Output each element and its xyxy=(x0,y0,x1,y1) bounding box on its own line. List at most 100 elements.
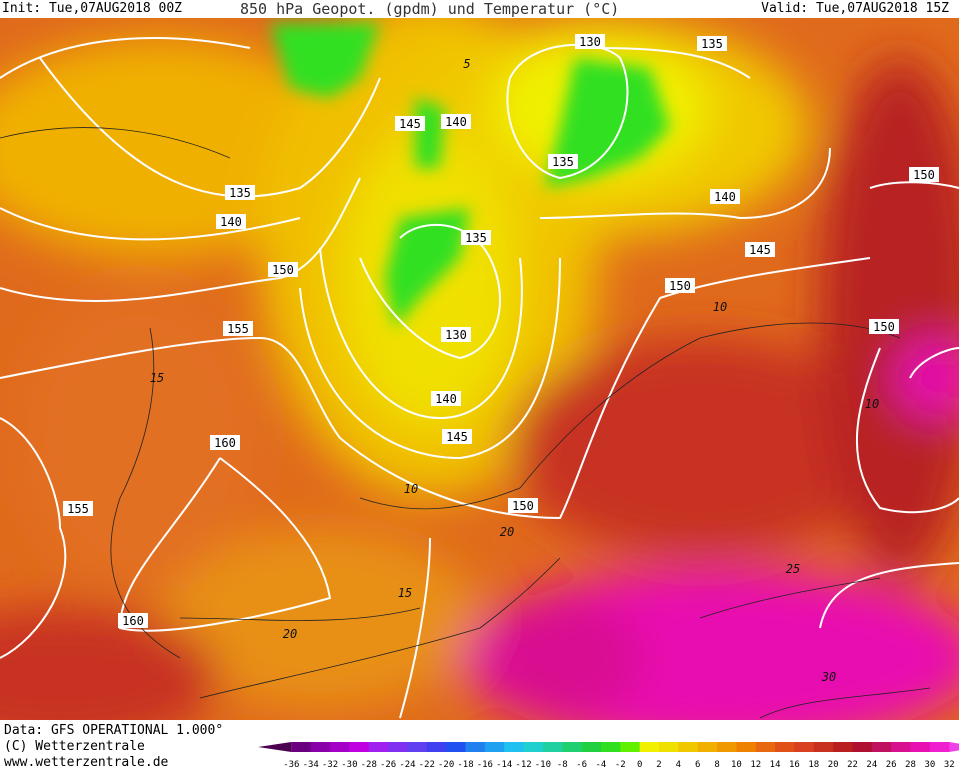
contour-label-box xyxy=(461,230,491,245)
temperature-label: 20 xyxy=(500,525,514,539)
website: www.wetterzentrale.de xyxy=(4,755,169,770)
colorbar-label: -4 xyxy=(596,760,607,770)
colorbar-label: -12 xyxy=(515,760,531,770)
colorbar-label: 24 xyxy=(866,760,877,770)
colorbar-label: -36 xyxy=(283,760,299,770)
colorbar-segment xyxy=(717,742,737,752)
colorbar-label: 26 xyxy=(886,760,897,770)
colorbar-segment xyxy=(813,742,834,752)
colorbar-label: -2 xyxy=(615,760,626,770)
colorbar-segment xyxy=(736,742,757,752)
geopotential-label: 150 xyxy=(873,320,895,334)
colorbar-label: 30 xyxy=(924,760,935,770)
colorbar-segment xyxy=(639,742,660,752)
temperature-label: 25 xyxy=(786,562,800,576)
temperature-label: 15 xyxy=(150,371,164,385)
temperature-label: 20 xyxy=(283,627,297,641)
colorbar-label: 32 xyxy=(944,760,955,770)
colorbar-segment xyxy=(291,742,312,752)
contour-label-box xyxy=(118,613,148,628)
contour-label-box xyxy=(225,185,255,200)
geopotential-label: 150 xyxy=(913,168,935,182)
colorbar-segment xyxy=(310,742,331,752)
colorbar-label: -6 xyxy=(576,760,587,770)
geopotential-label: 160 xyxy=(214,436,236,450)
colorbar-segment xyxy=(678,742,699,752)
contour-label-box xyxy=(745,242,775,257)
init-time: Init: Tue,07AUG2018 00Z xyxy=(2,1,183,16)
colorbar-label: -10 xyxy=(535,760,551,770)
geopotential-label: 135 xyxy=(465,231,487,245)
colorbar-label: -20 xyxy=(438,760,454,770)
colorbar-label: 16 xyxy=(789,760,800,770)
valid-time: Valid: Tue,07AUG2018 15Z xyxy=(761,1,949,16)
contour-label-box xyxy=(710,189,740,204)
contour-label-box xyxy=(442,429,472,444)
colorbar-segment xyxy=(871,742,892,752)
colorbar-segment xyxy=(929,742,950,752)
temperature-label: 30 xyxy=(821,670,836,684)
temperature-label: 10 xyxy=(713,300,727,314)
colorbar-label: 28 xyxy=(905,760,916,770)
contour-label-box xyxy=(575,34,605,49)
contour-label-box xyxy=(431,391,461,406)
map: 130 135 145 140 135 140 135 140 135 150 145 150 150 1… xyxy=(0,18,959,720)
colorbar-segment xyxy=(562,742,583,752)
geopotential-label: 160 xyxy=(122,614,144,628)
colorbar-label: -14 xyxy=(496,760,512,770)
temperature-label: 10 xyxy=(404,482,418,496)
copyright: (C) Wetterzentrale xyxy=(4,739,145,754)
colorbar-label: 14 xyxy=(770,760,781,770)
colorbar-segment xyxy=(794,742,815,752)
contour-label-box xyxy=(548,154,578,169)
colorbar-segment xyxy=(388,742,408,752)
geopotential-label: 130 xyxy=(445,328,467,342)
geopotential-label: 145 xyxy=(749,243,771,257)
geopotential-label: 150 xyxy=(669,279,691,293)
geopotential-label: 140 xyxy=(435,392,457,406)
colorbar-segment xyxy=(407,742,428,752)
geopotential-label: 150 xyxy=(272,263,294,277)
colorbar-label: -18 xyxy=(457,760,473,770)
colorbar-label: 4 xyxy=(676,760,681,770)
temperature-label: 15 xyxy=(398,586,412,600)
colorbar-label: 22 xyxy=(847,760,858,770)
colorbar-label: 8 xyxy=(714,760,719,770)
colorbar-label: -30 xyxy=(341,760,357,770)
colorbar-segment xyxy=(523,742,544,752)
colorbar-label: -24 xyxy=(399,760,415,770)
colorbar-segment xyxy=(368,742,389,752)
contour-label-box xyxy=(216,214,246,229)
colorbar-segment xyxy=(852,742,873,752)
colorbar-segment xyxy=(620,742,641,752)
colorbar-label: 10 xyxy=(731,760,742,770)
contour-label-box xyxy=(697,36,727,51)
colorbar-label: -8 xyxy=(557,760,568,770)
geopotential-label: 140 xyxy=(445,115,467,129)
geopotential-label: 155 xyxy=(227,322,249,336)
geopotential-label: 135 xyxy=(229,186,251,200)
temperature-label: 10 xyxy=(865,397,879,411)
geopotential-label: 135 xyxy=(552,155,574,169)
contour-label-box xyxy=(395,116,425,131)
colorbar-segment xyxy=(446,742,466,752)
colorbar-label: 0 xyxy=(637,760,642,770)
colorbar-segment xyxy=(910,742,931,752)
data-source: Data: GFS OPERATIONAL 1.000° xyxy=(4,723,224,738)
geopotential-label: 155 xyxy=(67,502,89,516)
colorbar-label: -28 xyxy=(361,760,377,770)
contour-label-box xyxy=(869,319,899,334)
colorbar-label: -34 xyxy=(303,760,319,770)
colorbar-segment xyxy=(465,742,486,752)
colorbar-segment xyxy=(349,742,370,752)
geopotential-label: 135 xyxy=(701,37,723,51)
colorbar-segment xyxy=(755,742,776,752)
colorbar-segment xyxy=(775,742,795,752)
contour-label-box xyxy=(210,435,240,450)
colorbar-segment xyxy=(504,742,525,752)
colorbar-label: -16 xyxy=(477,760,493,770)
temperature-label: 5 xyxy=(463,57,470,71)
temperature-contours xyxy=(0,127,931,719)
geopotential-label: 145 xyxy=(399,117,421,131)
